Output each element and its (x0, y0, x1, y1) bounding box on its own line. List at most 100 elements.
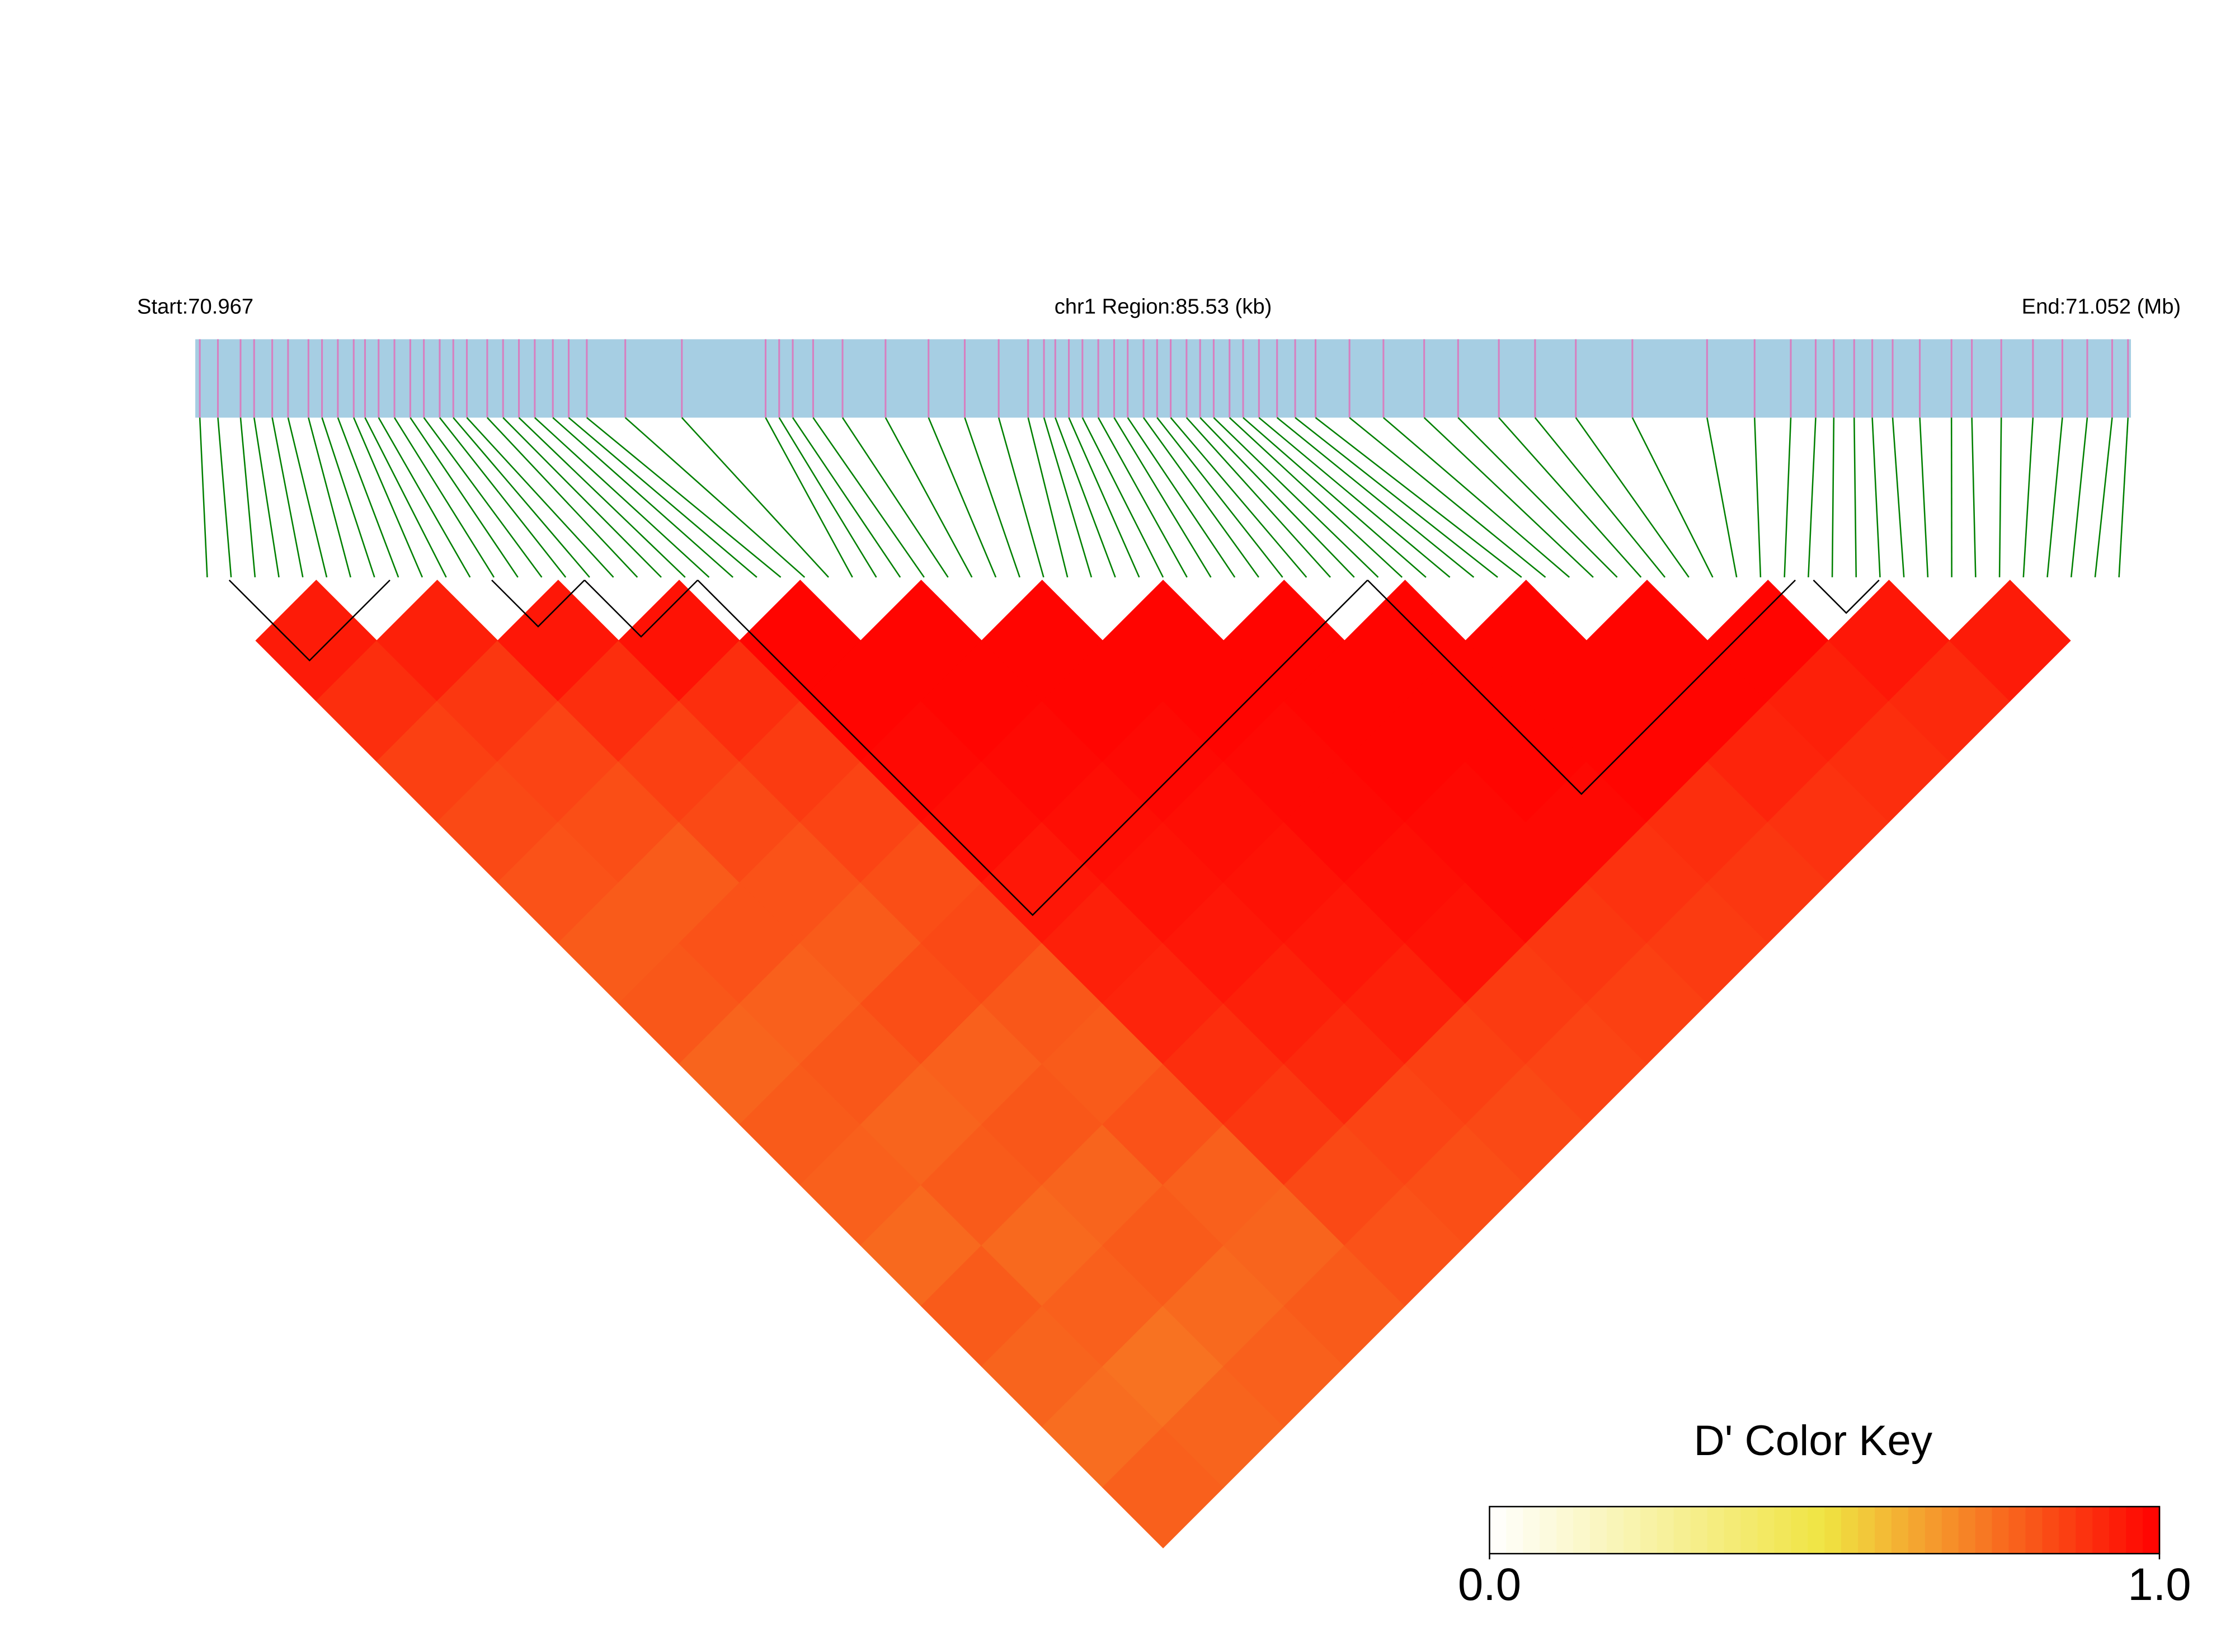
key-swatch (1623, 1507, 1641, 1554)
ld-cell (1707, 580, 1829, 702)
key-swatch (1925, 1507, 1943, 1554)
snp-connector (1457, 417, 1618, 578)
snp-connector (552, 417, 733, 578)
key-tick-label: 1.0 (2128, 1559, 2191, 1610)
snp-connector (1383, 417, 1570, 578)
key-swatch (1540, 1507, 1558, 1554)
snp-connector (308, 417, 351, 578)
snp-connector (928, 417, 997, 578)
key-swatch (2025, 1507, 2043, 1554)
ld-block (697, 580, 1368, 916)
ld-cell (981, 580, 1103, 702)
snp-connector (1081, 417, 1164, 578)
snp-connector (1127, 417, 1236, 578)
key-swatch (1808, 1507, 1825, 1554)
snp-connector (486, 417, 638, 578)
key-swatch (1556, 1507, 1574, 1554)
snp-connector (321, 417, 375, 578)
key-swatch (1673, 1507, 1692, 1554)
snp-connector (423, 417, 543, 578)
ld-cell (1707, 821, 1829, 944)
key-swatch (1858, 1507, 1876, 1554)
snp-connector (1971, 417, 1977, 577)
snp-connector (1853, 417, 1857, 577)
snp-connector (287, 417, 328, 578)
ld-cell (1223, 1063, 1345, 1185)
key-swatch (2126, 1507, 2144, 1554)
snp-connector (1043, 417, 1093, 578)
snp-connector (337, 417, 399, 578)
snp-connector (502, 417, 662, 578)
key-swatch (2092, 1507, 2110, 1554)
snp-connector (217, 417, 232, 578)
snp-connector (1199, 417, 1355, 578)
snp-connector (884, 417, 973, 578)
snp-connector (410, 417, 519, 578)
snp-connector (812, 417, 925, 578)
key-swatch (1590, 1507, 1608, 1554)
snp-connector (1575, 417, 1690, 578)
snp-connector (1258, 417, 1451, 578)
snp-connector (1784, 417, 1792, 577)
snp-connector (1170, 417, 1307, 578)
snp-connector (453, 417, 590, 578)
snp-connector (1055, 417, 1116, 578)
start-label: Start:70.967 (137, 294, 253, 318)
key-frame (1489, 1505, 2161, 1555)
snp-connector (997, 417, 1044, 578)
snp-connector (568, 417, 757, 578)
ld-cell (1465, 580, 1587, 702)
ld-cell (981, 821, 1103, 944)
snp-connector (353, 417, 424, 578)
key-swatch (1958, 1507, 1976, 1554)
snp-connector (393, 417, 495, 578)
key-swatch (1506, 1507, 1524, 1554)
key-swatch (1740, 1507, 1758, 1554)
snp-connector (1276, 417, 1475, 578)
key-tick-label: 0.0 (1458, 1559, 1521, 1610)
snp-connector (778, 417, 877, 578)
position-bar (195, 339, 2132, 418)
ld-cell (497, 580, 619, 702)
snp-connector (2118, 417, 2129, 577)
snp-connector (1423, 417, 1594, 578)
region-label: chr1 Region:85.53 (kb) (1055, 294, 1272, 318)
key-swatch (1841, 1507, 1859, 1554)
ld-cell (1888, 640, 2011, 763)
snp-connector (1143, 417, 1259, 578)
snp-connector (964, 417, 1020, 578)
key-swatch (1707, 1507, 1725, 1554)
key-swatch (1941, 1507, 1959, 1554)
key-swatch (2042, 1507, 2060, 1554)
ld-cell (255, 580, 378, 702)
snp-connector (1919, 417, 1929, 577)
snp-connector (1185, 417, 1331, 578)
key-swatch (1573, 1507, 1591, 1554)
snp-connector (1098, 417, 1188, 578)
snp-connector (624, 417, 806, 578)
snp-connector (1243, 417, 1427, 578)
key-swatch (1757, 1507, 1775, 1554)
snp-connector (681, 417, 829, 578)
snp-connector (2094, 417, 2113, 578)
snp-connector (364, 417, 447, 578)
key-swatch (1791, 1507, 1809, 1554)
ld-block (228, 580, 390, 662)
ld-block (491, 580, 585, 628)
snp-connector (253, 417, 280, 578)
key-swatch (1975, 1507, 1993, 1554)
ld-cell (497, 821, 619, 944)
snp-connector (1229, 417, 1403, 578)
snp-connector (1808, 417, 1817, 577)
snp-connector (1295, 417, 1498, 578)
snp-connector (1315, 417, 1522, 578)
snp-connector (1534, 417, 1666, 578)
ld-cell (1465, 821, 1587, 944)
key-swatch (2059, 1507, 2077, 1554)
snp-connector (1891, 417, 1905, 577)
key-swatch (1640, 1507, 1658, 1554)
snp-connector (1068, 417, 1140, 578)
ld-cell (1949, 580, 2071, 702)
